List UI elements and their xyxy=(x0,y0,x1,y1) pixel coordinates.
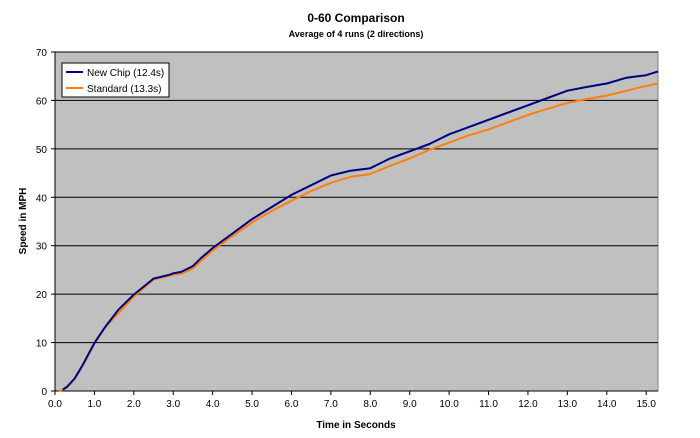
x-tick-label-15: 15.0 xyxy=(636,399,656,410)
legend-label-new-chip: New Chip (12.4s) xyxy=(87,68,164,79)
legend-label-standard: Standard (13.3s) xyxy=(87,84,162,95)
y-axis-ticks: 0 10 20 30 40 50 60 70 xyxy=(36,48,55,398)
y-tick-label-0: 0 xyxy=(41,387,47,398)
x-tick-label-9: 9.0 xyxy=(403,399,417,410)
y-tick-label-50: 50 xyxy=(36,145,48,156)
y-tick-label-20: 20 xyxy=(36,290,48,301)
x-tick-label-13: 13.0 xyxy=(558,399,578,410)
plot-area xyxy=(54,51,659,392)
x-tick-label-4: 4.0 xyxy=(206,399,220,410)
x-tick-label-0: 0.0 xyxy=(48,399,62,410)
series-line-standard xyxy=(58,82,659,392)
grid-lines xyxy=(55,51,658,344)
x-axis-label: Time in Seconds xyxy=(316,420,396,431)
series-line-new-chip xyxy=(62,70,659,391)
x-axis-ticks: 0.0 1.0 2.0 3.0 4.0 5.0 6.0 7.0 8.0 9.0 10.0 11.0 12… xyxy=(48,391,656,410)
x-tick-label-6: 6.0 xyxy=(285,399,299,410)
x-tick-label-8: 8.0 xyxy=(363,399,377,410)
chart-title: 0-60 Comparison xyxy=(307,11,404,25)
x-tick-label-1: 1.0 xyxy=(87,399,101,410)
x-tick-label-10: 10.0 xyxy=(439,399,459,410)
x-tick-label-5: 5.0 xyxy=(245,399,259,410)
y-tick-label-40: 40 xyxy=(36,193,48,204)
x-tick-label-7: 7.0 xyxy=(324,399,338,410)
series-group xyxy=(58,70,659,392)
x-tick-label-14: 14.0 xyxy=(597,399,617,410)
legend-box xyxy=(61,62,170,98)
y-axis-label: Speed in MPH xyxy=(18,188,29,255)
y-tick-label-30: 30 xyxy=(36,242,48,253)
y-tick-label-70: 70 xyxy=(36,48,48,59)
x-tick-label-12: 12.0 xyxy=(518,399,538,410)
y-tick-label-10: 10 xyxy=(36,339,48,350)
x-tick-label-3: 3.0 xyxy=(166,399,180,410)
chart-subtitle: Average of 4 runs (2 directions) xyxy=(289,29,424,39)
legend: New Chip (12.4s) Standard (13.3s) xyxy=(61,62,170,98)
x-tick-label-11: 11.0 xyxy=(479,399,498,410)
x-tick-label-2: 2.0 xyxy=(127,399,141,410)
y-tick-label-60: 60 xyxy=(36,96,48,107)
